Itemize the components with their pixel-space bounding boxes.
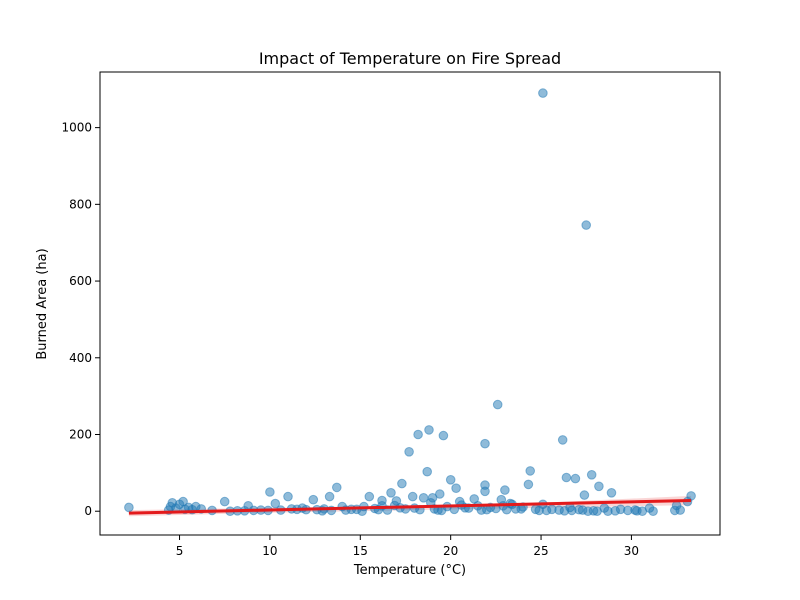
axes-frame (99, 71, 721, 536)
x-tick-label: 15 (353, 544, 368, 558)
data-point (480, 480, 490, 490)
y-axis-label: Burned Area (ha) (35, 248, 50, 359)
x-axis: 5 10 15 20 25 30 (176, 535, 639, 558)
data-point (438, 430, 449, 441)
data-point (557, 435, 568, 445)
x-tick-label: 5 (176, 544, 184, 558)
data-point (482, 504, 492, 515)
data-point (404, 447, 414, 457)
y-tick-label: 200 (69, 427, 92, 441)
data-point (397, 478, 407, 489)
y-tick-label: 800 (69, 197, 92, 211)
x-tick-label: 10 (262, 544, 277, 558)
data-point (265, 487, 275, 497)
data-point (610, 506, 621, 516)
data-point (579, 490, 590, 500)
y-tick-label: 400 (69, 351, 92, 365)
data-point (534, 505, 545, 516)
data-point (623, 505, 633, 516)
data-point (594, 481, 604, 492)
data-point (606, 488, 617, 498)
data-point (492, 399, 503, 410)
data-point (561, 472, 572, 483)
x-tick-label: 25 (533, 544, 548, 558)
data-point (445, 475, 456, 485)
data-point (364, 491, 375, 502)
data-point (648, 506, 658, 517)
y-tick-label: 1000 (61, 121, 92, 135)
data-point (413, 429, 423, 440)
y-tick-label: 600 (69, 274, 92, 288)
data-point (480, 438, 490, 449)
data-point (386, 488, 396, 498)
plot-area (124, 88, 696, 517)
data-point (637, 506, 648, 517)
data-point (332, 482, 342, 493)
x-tick-label: 30 (624, 544, 639, 558)
x-tick-label: 20 (443, 544, 458, 558)
data-point (523, 479, 534, 490)
data-point (283, 491, 293, 502)
data-point (124, 502, 134, 513)
data-point (670, 505, 680, 516)
data-point (451, 483, 461, 494)
data-point (583, 506, 593, 517)
y-tick-label: 0 (84, 504, 92, 518)
data-point (308, 494, 319, 505)
data-point (270, 498, 281, 509)
data-point (581, 220, 592, 230)
data-point (570, 473, 581, 484)
data-point (422, 466, 433, 477)
y-axis: 0 200 400 600 800 1000 (61, 121, 100, 518)
data-point (516, 504, 527, 514)
data-point (500, 485, 510, 495)
x-axis-label: Temperature (°C) (353, 563, 466, 578)
data-point (324, 491, 335, 502)
data-point (219, 496, 230, 507)
data-point (407, 491, 418, 502)
data-point (424, 425, 434, 435)
chart-title: Impact of Temperature on Fire Spread (259, 49, 561, 68)
data-point (592, 506, 602, 517)
data-point (538, 88, 548, 98)
trend-line (128, 498, 692, 515)
data-point (586, 470, 597, 480)
data-point (525, 466, 536, 476)
